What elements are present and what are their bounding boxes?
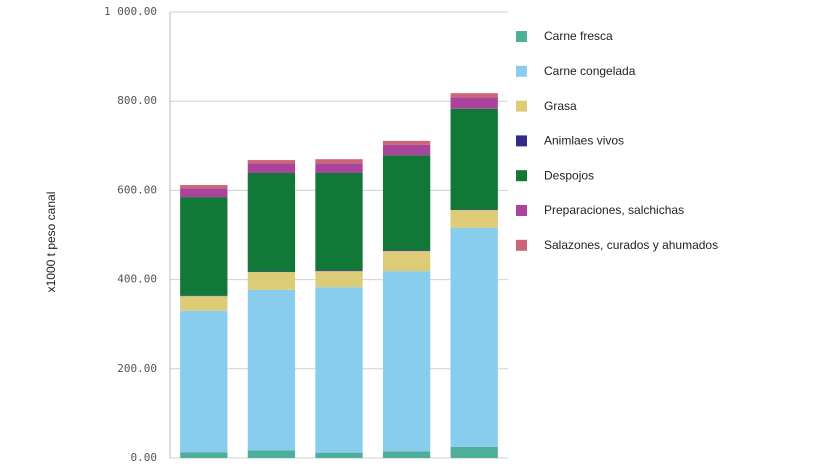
- bar-segment: [450, 108, 498, 210]
- bar-segment: [382, 271, 431, 452]
- legend-swatch: [516, 135, 527, 147]
- bar-segment: [450, 227, 498, 447]
- legend-label: Animlaes vivos: [544, 134, 624, 148]
- bar-segment: [382, 250, 431, 252]
- bar-segment: [180, 188, 228, 198]
- bar-segment: [382, 144, 431, 156]
- legend-label: Carne congelada: [544, 64, 636, 78]
- bar-segment: [450, 93, 498, 98]
- bar-segment: [315, 159, 363, 164]
- y-tick-label: 200.00: [117, 362, 157, 375]
- bar-segment: [315, 270, 363, 272]
- bar-segment: [247, 289, 296, 451]
- bar-segment: [247, 272, 296, 290]
- bar-segment: [315, 173, 363, 271]
- y-tick-label: 0.00: [131, 451, 158, 464]
- legend-swatch: [516, 100, 527, 112]
- bar-segment: [180, 197, 228, 296]
- bar-segment: [180, 296, 228, 311]
- legend-label: Carne fresca: [544, 29, 613, 43]
- bar-segment: [315, 271, 363, 288]
- bar-segment: [180, 452, 228, 458]
- bar-segment: [247, 163, 296, 174]
- bar-segment: [450, 97, 498, 109]
- y-tick-label: 1 000.00: [104, 5, 157, 18]
- bar-segment: [382, 155, 431, 251]
- bar-segment: [382, 140, 431, 145]
- bar-segment: [315, 287, 363, 453]
- bar-segment: [247, 173, 296, 272]
- legend-swatch: [516, 170, 527, 182]
- bar-segment: [450, 210, 498, 228]
- bar-segment: [382, 251, 431, 272]
- legend-swatch: [516, 65, 527, 77]
- bar-segment: [315, 452, 363, 458]
- legend-swatch: [516, 205, 527, 216]
- bar-segment: [382, 451, 431, 458]
- legend-label: Preparaciones, salchichas: [544, 203, 684, 217]
- legend-label: Despojos: [544, 168, 594, 182]
- legend-swatch: [516, 31, 527, 42]
- y-tick-label: 400.00: [117, 273, 157, 286]
- y-tick-label: 600.00: [117, 183, 157, 196]
- legend-swatch: [516, 239, 527, 251]
- bar-segment: [247, 160, 296, 164]
- legend-label: Grasa: [544, 99, 577, 113]
- y-axis-title: x1000 t peso canal: [44, 192, 58, 293]
- y-tick-label: 800.00: [117, 94, 157, 107]
- bar-segment: [247, 450, 296, 458]
- bar-segment: [180, 185, 228, 189]
- legend-label: Salazones, curados y ahumados: [544, 238, 718, 252]
- bar-segment: [450, 446, 498, 458]
- bar-segment: [315, 163, 363, 174]
- bar-segment: [180, 310, 228, 453]
